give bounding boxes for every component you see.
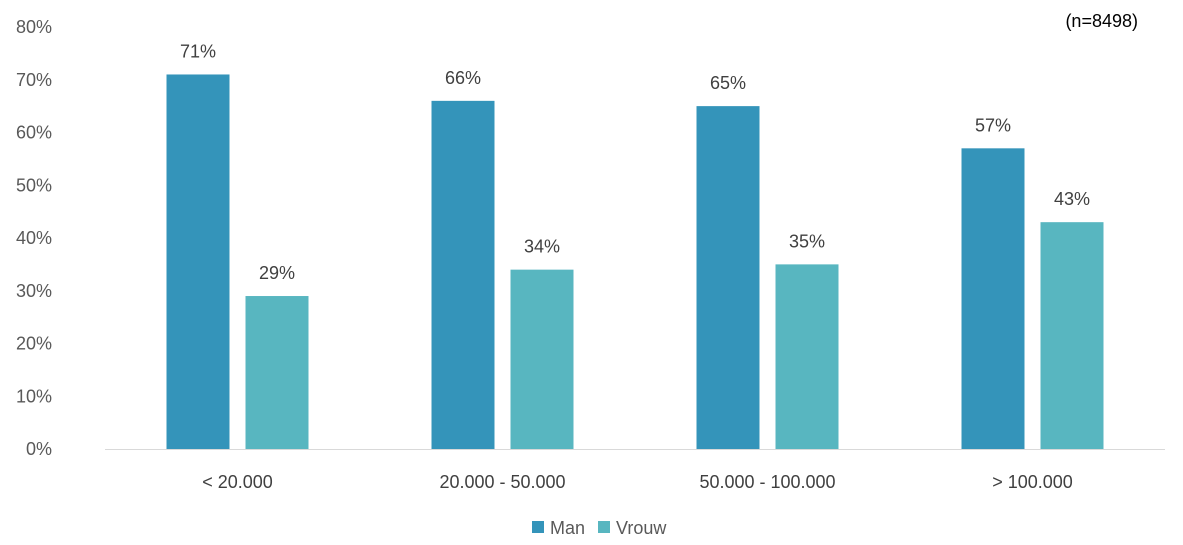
x-tick-label: > 100.000 (992, 472, 1073, 492)
bars (166, 74, 1104, 449)
data-label-vrouw-1: 29% (259, 263, 295, 283)
legend: Man Vrouw (532, 518, 667, 538)
legend-swatch-man (532, 521, 544, 533)
y-tick-label: 60% (16, 123, 52, 143)
y-tick-label: 50% (16, 175, 52, 195)
y-tick-label: 70% (16, 70, 52, 90)
bar-man-4 (961, 148, 1025, 449)
data-label-vrouw-4: 43% (1054, 189, 1090, 209)
y-tick-label: 20% (16, 334, 52, 354)
bar-vrouw-3 (775, 264, 839, 449)
bar-vrouw-1 (245, 296, 309, 449)
legend-label-vrouw: Vrouw (616, 518, 667, 538)
data-label-man-4: 57% (975, 115, 1011, 135)
data-label-vrouw-2: 34% (524, 237, 560, 257)
data-labels: 71% 29% 66% 34% 65% 35% 57% 43% (180, 41, 1090, 283)
x-tick-label: 50.000 - 100.000 (699, 472, 835, 492)
bar-vrouw-4 (1040, 222, 1104, 449)
y-axis: 0% 10% 20% 30% 40% 50% 60% 70% 80% (16, 17, 52, 459)
data-label-man-2: 66% (445, 68, 481, 88)
bar-vrouw-2 (510, 269, 574, 449)
bar-man-2 (431, 100, 495, 449)
data-label-man-1: 71% (180, 41, 216, 61)
y-tick-label: 10% (16, 386, 52, 406)
data-label-man-3: 65% (710, 73, 746, 93)
y-tick-label: 80% (16, 17, 52, 37)
y-tick-label: 40% (16, 228, 52, 248)
data-label-vrouw-3: 35% (789, 231, 825, 251)
x-tick-label: < 20.000 (202, 472, 273, 492)
bar-man-1 (166, 74, 230, 449)
sample-size-note: (n=8498) (1065, 11, 1138, 31)
y-tick-label: 0% (26, 439, 52, 459)
legend-label-man: Man (550, 518, 585, 538)
x-axis: < 20.000 20.000 - 50.000 50.000 - 100.000 >… (202, 472, 1073, 492)
bar-man-3 (696, 106, 760, 449)
legend-swatch-vrouw (598, 521, 610, 533)
y-tick-label: 30% (16, 281, 52, 301)
x-tick-label: 20.000 - 50.000 (439, 472, 565, 492)
